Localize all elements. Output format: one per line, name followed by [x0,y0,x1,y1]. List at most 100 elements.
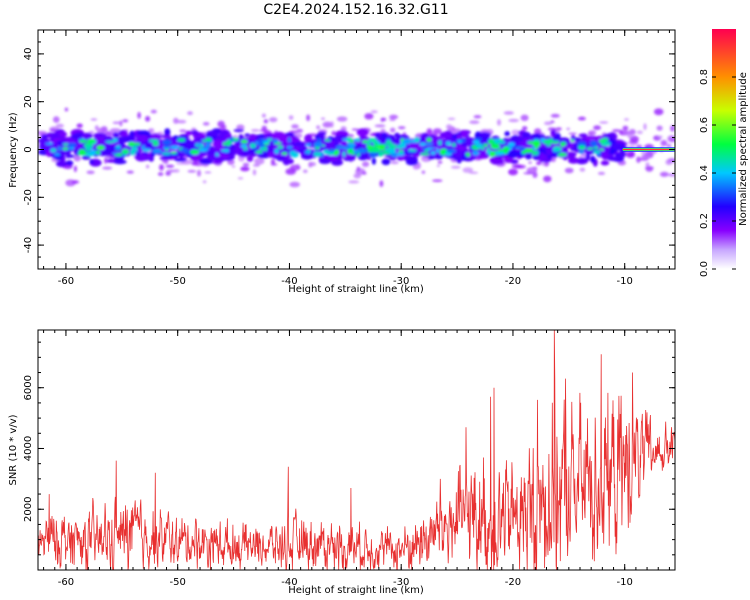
spectrogram-cell [465,152,471,157]
spectrogram-cell [522,126,528,131]
spectrogram-cell [657,135,663,138]
spectrogram-cell [666,143,672,148]
spectrogram-cell [446,124,452,130]
snr-xtick-label: -30 [393,577,409,588]
spectrogram-cell [426,128,433,135]
spectrogram-cell [469,120,480,124]
spectrogram-cell [287,158,294,164]
spectrogram-cell [86,170,95,175]
spectrogram-cell [336,145,345,149]
spectrogram-cell [205,143,211,148]
spectrogram-cell [237,177,244,180]
spectrogram-cell [342,151,346,157]
spectrogram-cell [545,147,553,156]
spectrogram-cell [102,166,113,170]
spectrogram-ytick-label: 40 [23,48,34,61]
spectrogram-cell [593,125,601,130]
spectrogram-cell [255,150,263,154]
spectrogram-cell [263,119,269,124]
spectrogram-cell [102,142,108,146]
spectrogram-cell [366,140,371,146]
spectrogram-ticks: -60 -50 -40 -30 -20 -10 40 20 0 -20 -40 [23,29,675,287]
spectrogram-cell [191,129,199,136]
spectrogram-cell [133,142,141,146]
spectrogram-cell [452,128,461,133]
spectrogram-cell [568,157,580,163]
spectrogram-cell [379,147,386,151]
spectrogram-cell [119,120,123,127]
spectrogram-cell [290,152,299,158]
spectrogram-cell [327,151,336,156]
spectrogram-cell [347,148,354,153]
spectrogram-cell [231,165,236,168]
colorbar-tick-label: 0.4 [699,165,710,181]
spectrogram-cell [336,116,348,122]
spectrogram-cell [644,151,654,159]
spectrogram-cell [187,111,193,116]
spectrogram-cell [378,151,384,157]
spectrogram-cell [388,148,396,154]
spectrogram-cell [148,139,159,143]
spectrogram-cell [79,139,88,143]
spectrogram-cell [225,140,233,145]
spectrogram-cell [322,121,333,128]
spectrogram-cell [162,140,172,145]
spectrogram-cell [601,151,610,160]
spectrogram-cell [49,132,60,137]
spectrogram-cell [388,143,397,150]
spectrogram-cell [436,164,440,167]
spectrogram-cell [371,157,376,165]
spectrogram-cell [258,138,268,142]
spectrogram-cell [104,157,108,164]
spectrogram-cell [123,137,136,141]
spectrogram-cell [174,157,187,162]
spectrogram-cell [78,151,87,156]
spectrogram-cell [497,149,504,153]
spectrogram-cell [564,167,574,174]
spectrogram-cell [509,135,521,144]
spectrogram-cell [255,141,259,145]
spectrogram-cell [96,127,107,134]
spectrogram-line-segment [622,149,675,150]
spectrogram-cell [507,142,515,147]
spectrogram-cell [586,147,594,150]
spectrogram-cell [543,175,552,183]
spectrogram-cell [440,148,448,153]
spectrogram-cell [179,129,187,133]
spectrogram-cell [287,137,292,143]
spectrogram-cell [426,147,435,150]
spectrogram-cell [148,156,154,162]
spectrogram-cell [308,162,316,167]
spectrogram-cell [398,149,404,154]
spectrogram-cell [161,152,171,155]
spectrogram-cell [421,147,427,150]
colorbar-tick-label: 0.8 [699,69,710,85]
spectrogram-cell [581,153,586,157]
colorbar-label: Normalized spectral amplitude [738,72,749,226]
spectrogram-cell [313,151,322,157]
spectrogram-cell [394,132,400,138]
spectrogram-cell [150,109,157,114]
spectrogram-cell [158,172,164,176]
spectrogram-cell [233,128,244,133]
spectrogram-cell [403,150,412,155]
spectrogram-cell [285,168,297,175]
spectrogram-cell [172,135,179,140]
spectrogram-cell [645,162,650,167]
spectrogram-cell [96,145,105,150]
spectrogram-cell [327,155,340,162]
spectrogram-cell [528,161,532,165]
spectrogram-cell [578,116,586,121]
spectrogram-cell [590,155,596,163]
spectrogram-cell [121,148,130,155]
spectrogram-cell [249,143,257,149]
spectrogram-cell [386,139,391,145]
spectrogram-cell [520,114,529,122]
spectrogram-cell [293,143,305,148]
spectrogram-cell [246,155,254,162]
spectrogram-cell [85,146,91,152]
spectrogram-cell [306,114,311,122]
spectrogram-cell [242,162,250,167]
spectrogram-cell [55,160,68,168]
spectrogram-cell [447,117,456,120]
